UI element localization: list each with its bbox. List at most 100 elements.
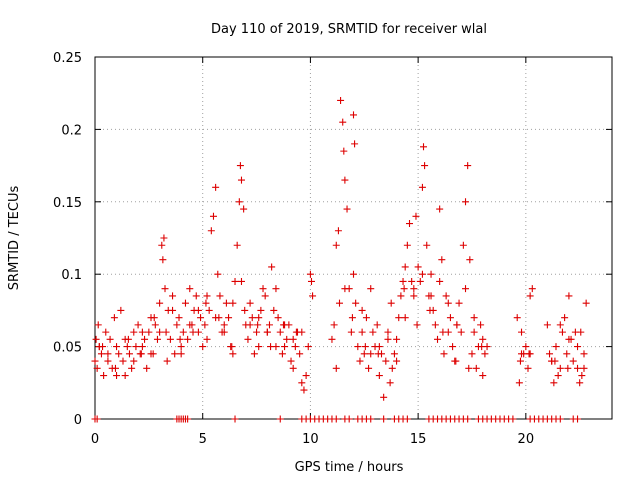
data-point (235, 198, 243, 206)
data-point (442, 292, 450, 300)
data-point (205, 306, 213, 314)
data-point (138, 328, 146, 336)
data-point (457, 328, 465, 336)
data-point (332, 415, 340, 423)
data-point (115, 350, 123, 358)
data-point (393, 335, 401, 343)
data-point (330, 321, 338, 329)
plot-frame (94, 56, 613, 420)
data-point (302, 372, 310, 380)
data-point (367, 350, 375, 358)
data-point (444, 299, 452, 307)
data-point (194, 306, 202, 314)
data-point (416, 277, 424, 285)
data-point (382, 357, 390, 365)
axis-ticks: 0 0.05 0.1 0.15 0.2 0.25 0 5 10 15 20 (53, 51, 612, 447)
data-point (439, 328, 447, 336)
data-point (270, 306, 278, 314)
data-point (518, 328, 526, 336)
data-point (233, 241, 241, 249)
data-point (97, 350, 105, 358)
data-point (390, 350, 398, 358)
data-point (574, 415, 582, 423)
data-point (153, 335, 161, 343)
data-point (169, 292, 177, 300)
data-point (436, 277, 444, 285)
data-point (207, 227, 215, 235)
data-point (189, 328, 197, 336)
data-point (332, 364, 340, 372)
data-point (163, 357, 171, 365)
data-point (401, 314, 409, 322)
data-point (229, 350, 237, 358)
data-point (253, 328, 261, 336)
data-point (574, 364, 582, 372)
data-point (300, 386, 308, 394)
data-point (137, 350, 145, 358)
data-point (334, 227, 342, 235)
data-point (246, 299, 254, 307)
data-point (156, 299, 164, 307)
data-point (307, 277, 315, 285)
x-tick-label: 5 (199, 432, 207, 447)
data-point (175, 314, 183, 322)
data-point (130, 357, 138, 365)
data-point (220, 321, 228, 329)
data-point (111, 364, 119, 372)
data-point (516, 357, 524, 365)
data-point (181, 299, 189, 307)
y-axis-label: SRMTID / TECUs (7, 186, 22, 291)
data-point (465, 364, 473, 372)
data-point (215, 314, 223, 322)
data-point (479, 335, 487, 343)
data-point (431, 321, 439, 329)
data-point (440, 350, 448, 358)
data-point (179, 328, 187, 336)
data-point (426, 306, 434, 314)
data-point (565, 335, 573, 343)
data-point (291, 343, 299, 351)
data-point (481, 350, 489, 358)
data-point (202, 299, 210, 307)
data-point (156, 328, 164, 336)
data-point (356, 357, 364, 365)
data-point (268, 263, 276, 271)
data-point (104, 350, 112, 358)
data-point (418, 270, 426, 278)
data-point (513, 314, 521, 322)
data-point (171, 350, 179, 358)
data-point (341, 285, 349, 293)
data-point (151, 321, 159, 329)
data-point (246, 321, 254, 329)
data-point (367, 285, 375, 293)
data-point (161, 285, 169, 293)
data-point (410, 285, 418, 293)
data-point (551, 357, 559, 365)
data-point (225, 314, 233, 322)
data-point (403, 241, 411, 249)
data-point (255, 314, 263, 322)
data-point (375, 372, 383, 380)
data-point (177, 350, 185, 358)
data-point (455, 299, 463, 307)
data-point (466, 256, 474, 264)
data-point (449, 343, 457, 351)
data-point (374, 350, 382, 358)
data-point (384, 335, 392, 343)
data-point (214, 270, 222, 278)
data-point (554, 372, 562, 380)
data-point (255, 343, 263, 351)
x-axis-label: GPS time / hours (295, 460, 404, 475)
data-point (524, 364, 532, 372)
data-point (358, 328, 366, 336)
data-point (197, 314, 205, 322)
data-point (462, 198, 470, 206)
data-point (468, 350, 476, 358)
data-point (556, 321, 564, 329)
data-point (427, 270, 435, 278)
data-point (397, 292, 405, 300)
data-point (339, 118, 347, 126)
x-tick-label: 15 (410, 432, 427, 447)
data-point (556, 364, 564, 372)
data-point (412, 212, 420, 220)
